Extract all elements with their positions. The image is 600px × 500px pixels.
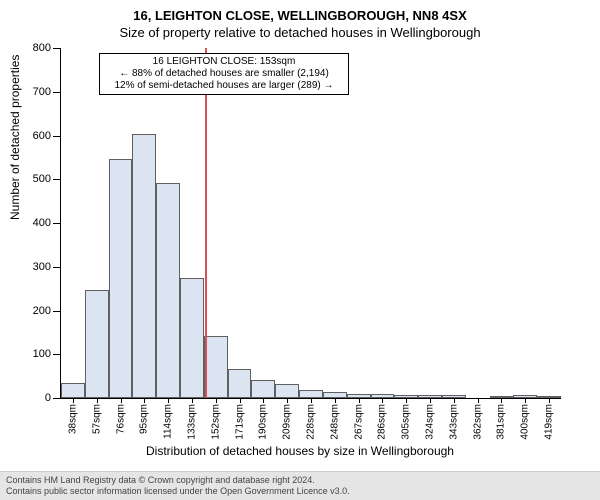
annotation-line1: 16 LEIGHTON CLOSE: 153sqm (104, 56, 344, 68)
y-tick-label: 200 (33, 305, 51, 317)
bar (204, 336, 228, 398)
y-tick-label: 500 (33, 173, 51, 185)
x-tick (549, 398, 550, 403)
x-tick-label: 324sqm (425, 404, 436, 440)
y-tick-label: 100 (33, 348, 51, 360)
plot-area: 16 LEIGHTON CLOSE: 153sqm ← 88% of detac… (60, 48, 561, 399)
bar (251, 380, 275, 398)
x-tick (382, 398, 383, 403)
x-tick (192, 398, 193, 403)
x-tick (168, 398, 169, 403)
marker-line (205, 48, 207, 398)
x-tick-label: 381sqm (496, 404, 507, 440)
bar (156, 183, 180, 398)
x-tick-label: 114sqm (163, 404, 174, 439)
x-tick-label: 419sqm (544, 404, 555, 440)
y-tick (53, 92, 61, 93)
x-tick-label: 152sqm (210, 404, 221, 440)
x-tick (430, 398, 431, 403)
bar (228, 369, 252, 398)
bar (180, 278, 204, 398)
bar (132, 134, 156, 398)
x-tick (478, 398, 479, 403)
x-tick-label: 267sqm (353, 404, 364, 440)
bar (85, 290, 109, 398)
y-tick-label: 0 (45, 392, 51, 404)
x-tick (525, 398, 526, 403)
y-tick (53, 48, 61, 49)
x-tick (121, 398, 122, 403)
bar (61, 383, 85, 398)
x-tick-label: 209sqm (282, 404, 293, 440)
chart-container: 16, LEIGHTON CLOSE, WELLINGBOROUGH, NN8 … (0, 0, 600, 500)
x-tick (240, 398, 241, 403)
x-tick (263, 398, 264, 403)
y-tick (53, 179, 61, 180)
x-tick (144, 398, 145, 403)
x-tick-label: 362sqm (472, 404, 483, 440)
x-tick-label: 171sqm (234, 404, 245, 440)
x-tick-label: 133sqm (186, 404, 197, 440)
y-tick (53, 398, 61, 399)
x-axis-label: Distribution of detached houses by size … (0, 444, 600, 458)
bars-layer (61, 48, 561, 398)
y-tick-label: 800 (33, 42, 51, 54)
x-tick-label: 190sqm (258, 404, 269, 440)
x-tick-label: 305sqm (401, 404, 412, 440)
y-tick-label: 600 (33, 130, 51, 142)
x-tick (216, 398, 217, 403)
y-tick-label: 400 (33, 217, 51, 229)
chart-title-line2: Size of property relative to detached ho… (0, 23, 600, 40)
bar (299, 390, 323, 398)
y-tick (53, 311, 61, 312)
x-tick-label: 343sqm (448, 404, 459, 440)
y-tick (53, 267, 61, 268)
x-tick-label: 38sqm (67, 404, 78, 434)
bar (275, 384, 299, 398)
x-tick (406, 398, 407, 403)
x-tick-label: 57sqm (91, 404, 102, 434)
y-tick (53, 223, 61, 224)
annotation-box: 16 LEIGHTON CLOSE: 153sqm ← 88% of detac… (99, 53, 349, 95)
bar (109, 159, 133, 398)
x-tick-label: 286sqm (377, 404, 388, 440)
y-tick (53, 354, 61, 355)
footer-line1: Contains HM Land Registry data © Crown c… (6, 475, 594, 486)
annotation-line2: ← 88% of detached houses are smaller (2,… (104, 68, 344, 80)
x-tick (311, 398, 312, 403)
x-tick-label: 76sqm (115, 404, 126, 434)
x-tick-label: 228sqm (306, 404, 317, 440)
x-tick (287, 398, 288, 403)
x-tick (359, 398, 360, 403)
y-axis-label: Number of detached properties (8, 55, 22, 220)
x-tick-label: 400sqm (520, 404, 531, 440)
annotation-line3: 12% of semi-detached houses are larger (… (104, 80, 344, 92)
y-tick-label: 300 (33, 261, 51, 273)
chart-title-line1: 16, LEIGHTON CLOSE, WELLINGBOROUGH, NN8 … (0, 0, 600, 23)
footer: Contains HM Land Registry data © Crown c… (0, 471, 600, 500)
x-tick (97, 398, 98, 403)
footer-line2: Contains public sector information licen… (6, 486, 594, 497)
x-tick-label: 95sqm (139, 404, 150, 434)
x-tick-label: 248sqm (329, 404, 340, 440)
x-tick (454, 398, 455, 403)
x-tick (501, 398, 502, 403)
y-tick-label: 700 (33, 86, 51, 98)
y-tick (53, 136, 61, 137)
x-tick (335, 398, 336, 403)
x-tick (73, 398, 74, 403)
